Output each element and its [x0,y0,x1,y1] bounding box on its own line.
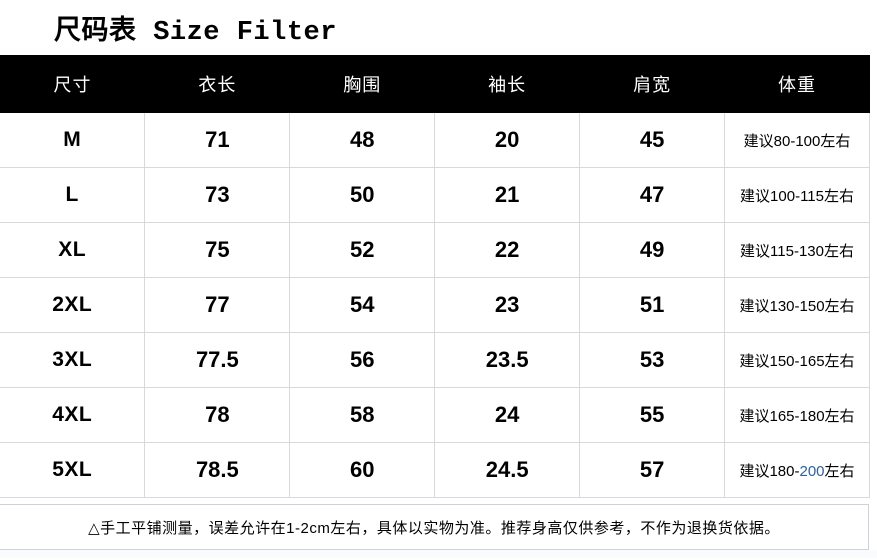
table-row: 2XL 77 54 23 51 建议130-150左右 [0,277,870,333]
bottom-strip [0,550,877,558]
measurement-cell: 55 [579,387,726,443]
size-table: 尺寸 衣长 胸围 袖长 肩宽 体重 M 71 48 20 45 建议80-100左右 L 73 50 21 4… [0,55,870,498]
measurement-cell: 49 [579,222,726,278]
column-header: 胸围 [289,55,435,113]
column-header: 袖长 [434,55,580,113]
measurement-cell: 47 [579,167,726,223]
measurement-cell: 75 [144,222,291,278]
measurement-cell: 56 [289,332,436,388]
size-cell: L [0,167,146,223]
measurement-cell: 73 [144,167,291,223]
table-row: L 73 50 21 47 建议100-115左右 [0,167,870,223]
measurement-cell: 50 [289,167,436,223]
table-row: M 71 48 20 45 建议80-100左右 [0,113,870,168]
measurement-note: △手工平铺测量，误差允许在1-2cm左右，具体以实物为准。推荐身高仅供参考，不作… [0,504,869,550]
weight-cell: 建议165-180左右 [724,387,870,443]
measurement-cell: 77.5 [144,332,291,388]
measurement-cell: 45 [579,113,726,168]
table-row: 4XL 78 58 24 55 建议165-180左右 [0,387,870,443]
measurement-cell: 52 [289,222,436,278]
measurement-cell: 71 [144,113,291,168]
weight-cell: 建议100-115左右 [724,167,870,223]
table-row: XL 75 52 22 49 建议115-130左右 [0,222,870,278]
size-cell: 5XL [0,442,146,498]
table-row: 5XL 78.5 60 24.5 57 建议180-200左右 [0,442,870,498]
measurement-cell: 48 [289,113,436,168]
weight-cell: 建议180-200左右 [724,442,870,498]
weight-accent: 200 [799,462,825,480]
measurement-cell: 57 [579,442,726,498]
weight-cell: 建议80-100左右 [724,113,870,168]
measurement-cell: 77 [144,277,291,333]
table-row: 3XL 77.5 56 23.5 53 建议150-165左右 [0,332,870,388]
weight-text: 左右 [824,462,855,480]
weight-cell: 建议130-150左右 [724,277,870,333]
measurement-cell: 78.5 [144,442,291,498]
measurement-cell: 21 [434,167,581,223]
table-body: M 71 48 20 45 建议80-100左右 L 73 50 21 47 建议100-115左右 X… [0,113,870,498]
column-header: 衣长 [144,55,290,113]
measurement-cell: 58 [289,387,436,443]
measurement-cell: 60 [289,442,436,498]
size-cell: 3XL [0,332,146,388]
size-cell: 4XL [0,387,146,443]
table-header: 尺寸 衣长 胸围 袖长 肩宽 体重 [0,55,870,113]
weight-cell: 建议150-165左右 [724,332,870,388]
measurement-cell: 78 [144,387,291,443]
measurement-cell: 24 [434,387,581,443]
column-header: 尺寸 [0,55,145,113]
size-cell: XL [0,222,146,278]
measurement-cell: 53 [579,332,726,388]
size-cell: 2XL [0,277,146,333]
measurement-cell: 23 [434,277,581,333]
measurement-cell: 22 [434,222,581,278]
table-header-row: 尺寸 衣长 胸围 袖长 肩宽 体重 [0,55,870,113]
page-title: 尺码表 Size Filter [54,17,337,48]
weight-text: 建议180- [739,462,800,480]
measurement-cell: 24.5 [434,442,581,498]
size-cell: M [0,113,146,168]
weight-cell: 建议115-130左右 [724,222,870,278]
measurement-cell: 20 [434,113,581,168]
column-header: 体重 [724,55,870,113]
measurement-cell: 51 [579,277,726,333]
measurement-cell: 23.5 [434,332,581,388]
measurement-cell: 54 [289,277,436,333]
column-header: 肩宽 [579,55,725,113]
